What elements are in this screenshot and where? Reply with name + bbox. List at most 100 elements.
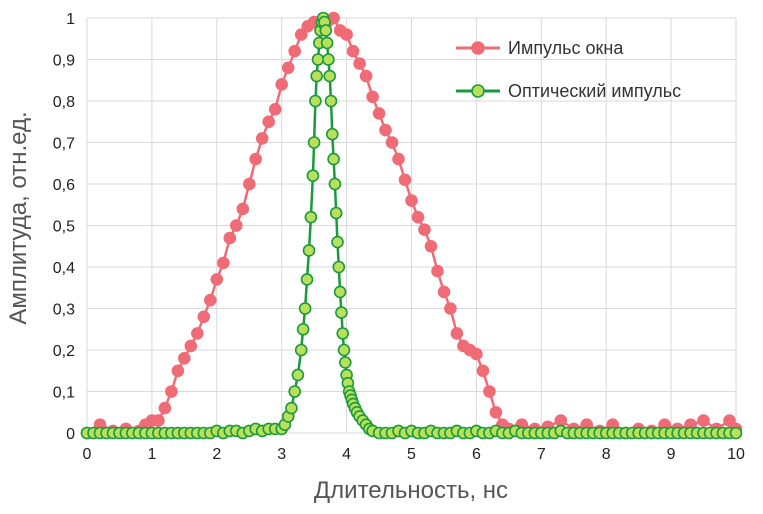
data-point	[353, 57, 366, 70]
legend-label-impuls-okna: Импульс окна	[508, 38, 624, 58]
x-tick-label: 6	[472, 446, 481, 463]
data-point	[411, 210, 425, 224]
data-point	[300, 273, 314, 286]
data-point	[366, 90, 379, 104]
y-tick-label: 0,7	[53, 136, 75, 153]
x-tick-label: 10	[727, 446, 745, 463]
data-point	[204, 293, 217, 307]
data-point	[327, 152, 340, 166]
x-tick-label: 7	[537, 446, 546, 463]
data-point	[325, 127, 339, 141]
data-point	[335, 306, 348, 319]
y-tick-label: 0,4	[53, 260, 75, 277]
data-point	[392, 152, 405, 166]
data-point	[437, 285, 451, 299]
data-point	[217, 256, 230, 270]
data-point	[372, 107, 386, 120]
data-point	[697, 414, 710, 427]
data-point	[329, 206, 343, 220]
y-tick-label: 1	[66, 11, 75, 28]
data-point	[319, 24, 333, 37]
series-opticheskiy-impuls	[80, 11, 743, 440]
y-tick-label: 0,5	[53, 219, 75, 236]
y-tick-label: 0,6	[53, 177, 75, 194]
data-point	[476, 364, 490, 378]
data-point	[294, 343, 308, 357]
x-axis-ticks: 0 1 2 3 4 5 6 7 8 9 10	[83, 446, 745, 463]
legend-marker-impuls-okna	[471, 41, 485, 55]
x-tick-label: 1	[147, 446, 156, 463]
data-point	[310, 69, 324, 83]
x-tick-label: 0	[83, 446, 92, 463]
data-point	[311, 53, 325, 66]
data-point	[262, 115, 276, 129]
legend: Импульс окна Оптический импульс	[456, 38, 681, 101]
y-axis-title: Амплитуда, отн.ед.	[5, 111, 32, 324]
x-tick-label: 8	[602, 446, 611, 463]
data-point	[309, 94, 322, 108]
x-axis-title: Длительность, нс	[314, 477, 508, 504]
data-point	[483, 385, 496, 398]
data-point	[152, 414, 165, 427]
data-point	[249, 152, 262, 166]
data-point	[191, 327, 204, 340]
data-point	[337, 343, 351, 357]
data-point	[444, 302, 457, 315]
data-point	[171, 364, 185, 378]
data-point	[359, 69, 373, 83]
data-point	[470, 347, 483, 361]
data-point	[223, 231, 237, 245]
data-point	[304, 210, 318, 224]
data-point	[230, 219, 243, 232]
data-point	[328, 177, 342, 191]
y-tick-label: 0,8	[53, 94, 75, 111]
x-tick-label: 4	[342, 446, 351, 463]
plot-area	[80, 11, 743, 440]
data-point	[296, 322, 310, 336]
data-point	[405, 194, 418, 207]
data-point	[424, 240, 438, 253]
data-point	[275, 78, 289, 91]
data-point	[285, 401, 298, 415]
data-point	[489, 405, 503, 419]
data-point	[210, 273, 224, 286]
data-point	[288, 385, 302, 398]
data-point	[331, 235, 344, 249]
data-point	[294, 28, 308, 41]
data-point	[307, 136, 321, 149]
y-tick-label: 0,1	[53, 385, 75, 402]
data-point	[236, 202, 250, 216]
data-point	[418, 223, 431, 236]
legend-item-impuls-okna: Импульс окна	[456, 38, 624, 58]
data-point	[288, 44, 302, 58]
data-point	[197, 310, 211, 324]
data-point	[729, 426, 743, 440]
data-point	[178, 351, 191, 365]
x-tick-label: 5	[407, 446, 416, 463]
data-point	[281, 61, 295, 75]
data-point	[323, 69, 337, 83]
data-point	[379, 123, 392, 137]
x-tick-label: 9	[667, 446, 676, 463]
data-point	[302, 244, 316, 257]
data-point	[554, 414, 568, 427]
x-tick-label: 2	[212, 446, 221, 463]
data-point	[332, 260, 346, 274]
legend-marker-opticheskiy-impuls	[471, 84, 485, 98]
data-point	[398, 173, 412, 187]
data-point	[324, 94, 338, 108]
data-point	[723, 414, 736, 427]
data-point	[333, 285, 347, 299]
data-point	[346, 44, 360, 58]
data-point	[255, 132, 269, 145]
data-point	[184, 339, 198, 353]
data-point	[158, 401, 172, 415]
data-point	[340, 28, 353, 41]
data-point	[322, 53, 335, 66]
y-tick-label: 0,2	[53, 343, 75, 360]
y-tick-label: 0,9	[53, 53, 75, 70]
data-point	[306, 169, 320, 182]
data-point	[243, 177, 256, 191]
data-point	[431, 264, 444, 278]
